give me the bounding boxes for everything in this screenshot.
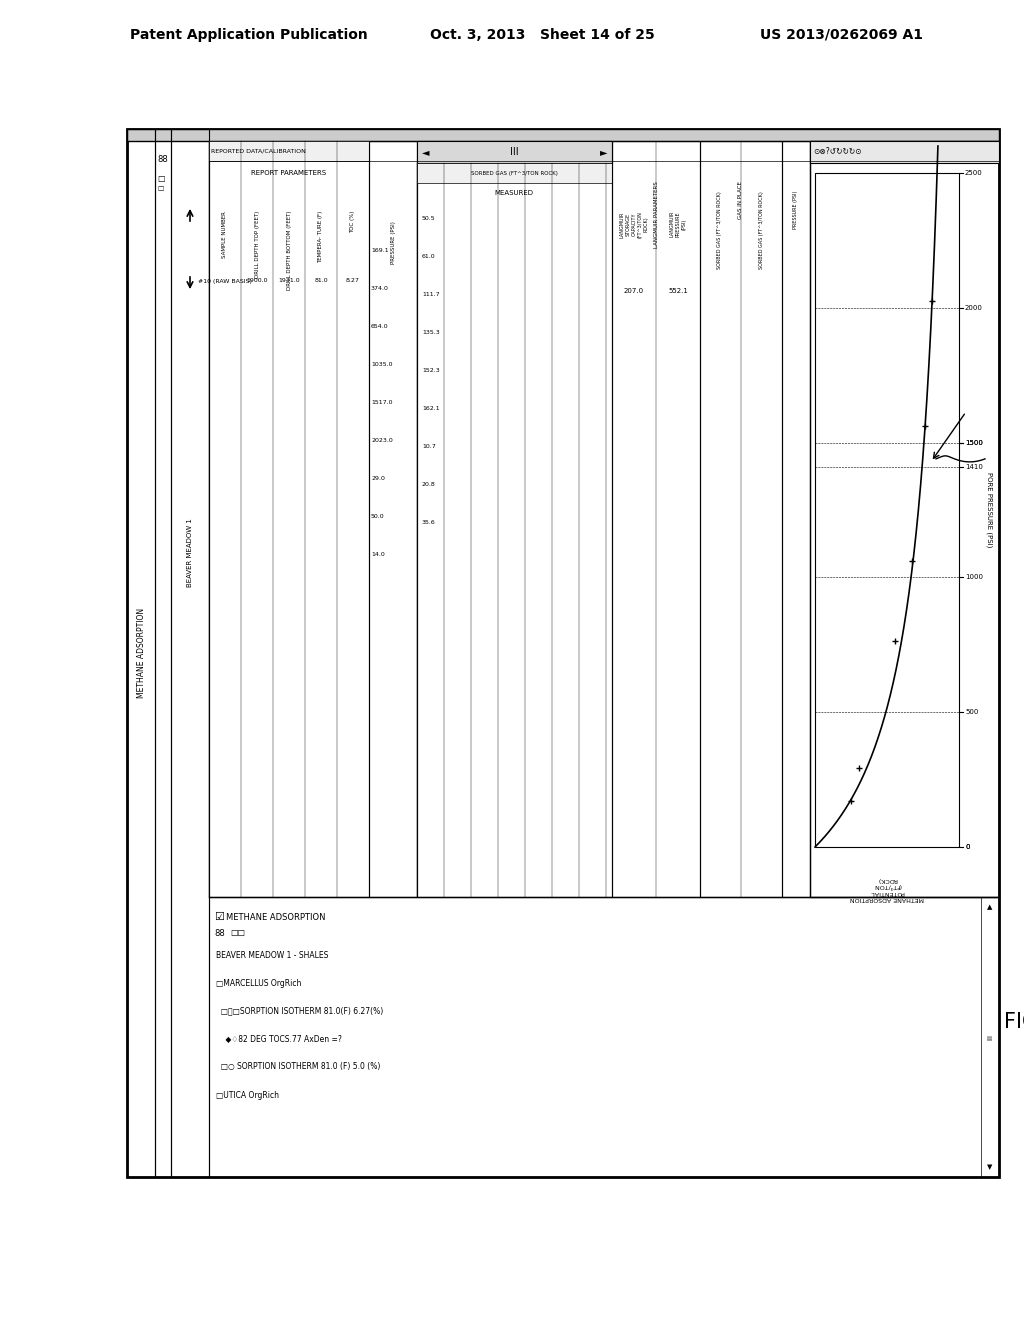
- Text: 0: 0: [965, 843, 970, 850]
- Text: 1517.0: 1517.0: [371, 400, 392, 405]
- Text: US 2013/0262069 A1: US 2013/0262069 A1: [760, 28, 923, 42]
- Text: 1900.0: 1900.0: [246, 279, 267, 284]
- Text: REPORTED DATA/CALIBRATION: REPORTED DATA/CALIBRATION: [211, 149, 306, 153]
- Text: PRESSURE (PSI): PRESSURE (PSI): [390, 220, 395, 264]
- Text: 35.6: 35.6: [422, 520, 436, 524]
- Text: METHANE ADSORPTION: METHANE ADSORPTION: [136, 609, 145, 698]
- Text: 2000: 2000: [965, 305, 983, 310]
- Text: 1931.0: 1931.0: [279, 279, 300, 284]
- Text: METHANE ADSORPTION: METHANE ADSORPTION: [226, 912, 326, 921]
- Text: 1410: 1410: [965, 463, 983, 470]
- Bar: [209, 898, 999, 1177]
- Text: 50.0: 50.0: [371, 515, 385, 520]
- Text: FIG.14a: FIG.14a: [1004, 1012, 1024, 1032]
- Text: ☐: ☐: [157, 186, 163, 191]
- Text: □UTICA OrgRich: □UTICA OrgRich: [216, 1090, 279, 1100]
- Text: PRESSURE (PSI): PRESSURE (PSI): [794, 191, 799, 230]
- Bar: [155, 129, 171, 1177]
- Text: 552.1: 552.1: [668, 288, 688, 294]
- Text: Patent Application Publication: Patent Application Publication: [130, 28, 368, 42]
- Text: SAMPLE NUMBER: SAMPLE NUMBER: [222, 211, 227, 257]
- Bar: [810, 141, 999, 162]
- Bar: [171, 129, 209, 1177]
- Bar: [700, 141, 782, 898]
- Text: 81.0: 81.0: [314, 279, 328, 284]
- Text: ☑: ☑: [214, 912, 224, 921]
- Text: 1000: 1000: [965, 574, 983, 581]
- Text: LANGMUIR
PRESSURE
(PSI): LANGMUIR PRESSURE (PSI): [670, 211, 686, 238]
- Text: TEMPERA- TURE (F): TEMPERA- TURE (F): [318, 211, 324, 263]
- Bar: [209, 141, 369, 898]
- Text: 500: 500: [965, 709, 978, 715]
- Bar: [209, 141, 369, 161]
- Text: 152.3: 152.3: [422, 367, 439, 372]
- Text: DRILL DEPTH TOP (FEET): DRILL DEPTH TOP (FEET): [255, 211, 259, 279]
- Text: 14.0: 14.0: [371, 553, 385, 557]
- Text: DRILL DEPTH BOTTOM (FEET): DRILL DEPTH BOTTOM (FEET): [287, 211, 292, 290]
- Text: ☐: ☐: [157, 174, 165, 183]
- Text: BEAVER MEADOW 1 - SHALES: BEAVER MEADOW 1 - SHALES: [216, 950, 329, 960]
- Bar: [127, 129, 999, 1177]
- Text: SORBED GAS (FT^3/TON ROCK): SORBED GAS (FT^3/TON ROCK): [718, 191, 723, 269]
- Text: Oct. 3, 2013   Sheet 14 of 25: Oct. 3, 2013 Sheet 14 of 25: [430, 28, 654, 42]
- Text: 1500: 1500: [965, 440, 983, 446]
- Text: 10.7: 10.7: [422, 444, 436, 449]
- Text: ☐☐: ☐☐: [230, 928, 245, 937]
- Text: 135.3: 135.3: [422, 330, 439, 334]
- Text: REPORT PARAMETERS: REPORT PARAMETERS: [252, 170, 327, 176]
- Text: □MARCELLUS OrgRich: □MARCELLUS OrgRich: [216, 978, 301, 987]
- Bar: [815, 173, 959, 847]
- Text: 1500: 1500: [965, 440, 983, 446]
- Text: ⊙⊗?↺↻↻↻⊙: ⊙⊗?↺↻↻↻⊙: [813, 148, 861, 157]
- Bar: [612, 141, 700, 898]
- Text: 61.0: 61.0: [422, 253, 435, 259]
- Text: □○ SORPTION ISOTHERM 81.0 (F) 5.0 (%): □○ SORPTION ISOTHERM 81.0 (F) 5.0 (%): [216, 1063, 380, 1072]
- Text: ▲: ▲: [987, 904, 992, 909]
- Text: ▼: ▼: [987, 1164, 992, 1170]
- Text: 50.5: 50.5: [422, 215, 435, 220]
- Text: BEAVER MEADOW 1: BEAVER MEADOW 1: [187, 519, 193, 587]
- Text: 111.7: 111.7: [422, 292, 439, 297]
- Text: 0: 0: [965, 843, 970, 850]
- Text: ◄: ◄: [422, 147, 429, 157]
- Text: 207.0: 207.0: [624, 288, 644, 294]
- Text: □⮞□SORPTION ISOTHERM 81.0(F) 6.27(%): □⮞□SORPTION ISOTHERM 81.0(F) 6.27(%): [216, 1006, 383, 1015]
- Bar: [981, 898, 999, 1177]
- Text: III: III: [510, 147, 518, 157]
- Text: METHANE ADSORPTION
POTENTIAL
(FT³/TON
ROCK): METHANE ADSORPTION POTENTIAL (FT³/TON RO…: [850, 876, 924, 900]
- Bar: [810, 141, 999, 898]
- Bar: [127, 129, 999, 141]
- Text: 1035.0: 1035.0: [371, 363, 392, 367]
- Bar: [417, 162, 612, 183]
- Text: SORBED GAS (FT^3/TON ROCK): SORBED GAS (FT^3/TON ROCK): [471, 170, 557, 176]
- Text: 169.1: 169.1: [371, 248, 389, 253]
- Text: III: III: [987, 1034, 993, 1040]
- Text: SORBED GAS (FT^3/TON ROCK): SORBED GAS (FT^3/TON ROCK): [759, 191, 764, 269]
- Text: 88: 88: [214, 928, 224, 937]
- Bar: [127, 129, 155, 1177]
- Text: #10 (RAW BASIS): #10 (RAW BASIS): [198, 279, 252, 284]
- Text: 654.0: 654.0: [371, 325, 389, 330]
- Text: LANGMUIR
STORAGE
CAPACITY
(FT^3/TON
ROCK): LANGMUIR STORAGE CAPACITY (FT^3/TON ROCK…: [620, 211, 648, 238]
- Bar: [782, 141, 810, 898]
- Text: MEASURED: MEASURED: [495, 190, 534, 195]
- Text: GAS IN PLACE: GAS IN PLACE: [738, 181, 743, 219]
- Text: 8.27: 8.27: [346, 279, 360, 284]
- Text: 88: 88: [158, 154, 168, 164]
- Text: 162.1: 162.1: [422, 405, 439, 411]
- Bar: [417, 141, 612, 898]
- Bar: [369, 141, 417, 898]
- Text: 374.0: 374.0: [371, 286, 389, 292]
- Text: LANGMUIR PARAMETERS: LANGMUIR PARAMETERS: [653, 181, 658, 248]
- Text: PORE PRESSURE (PSI): PORE PRESSURE (PSI): [986, 473, 992, 548]
- Text: TOC (%): TOC (%): [350, 211, 355, 234]
- Text: 2500: 2500: [965, 170, 983, 176]
- Text: 2023.0: 2023.0: [371, 438, 393, 444]
- Bar: [417, 141, 612, 162]
- Text: 20.8: 20.8: [422, 482, 436, 487]
- Text: ►: ►: [600, 147, 607, 157]
- Text: 29.0: 29.0: [371, 477, 385, 482]
- Text: ◆♢82 DEG TOCS.77 AxDen =?: ◆♢82 DEG TOCS.77 AxDen =?: [216, 1035, 342, 1044]
